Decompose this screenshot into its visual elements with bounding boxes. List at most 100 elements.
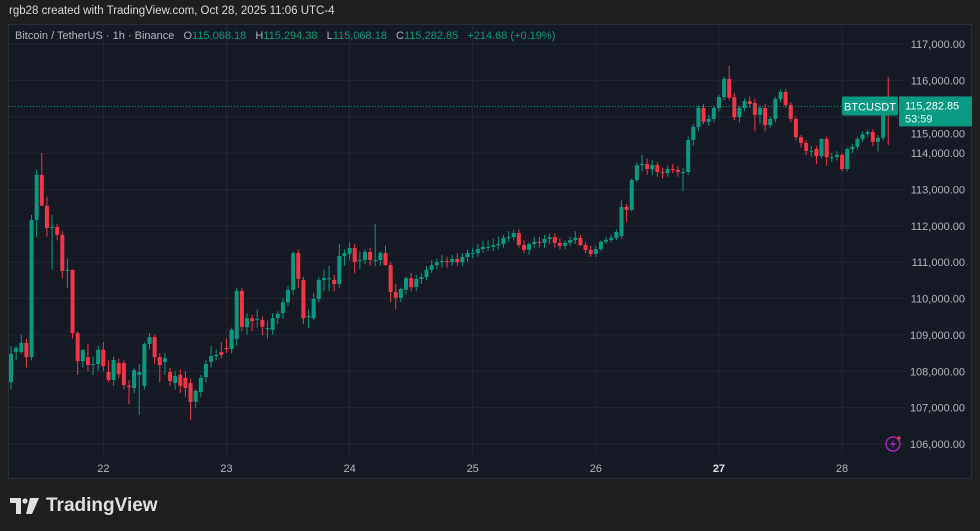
candle[interactable] [178, 369, 183, 394]
candle[interactable] [275, 311, 280, 324]
candle[interactable] [414, 274, 419, 292]
candle[interactable] [316, 276, 321, 303]
candle[interactable] [470, 247, 475, 259]
candle[interactable] [604, 236, 609, 244]
candle[interactable] [747, 96, 752, 108]
candle[interactable] [840, 153, 845, 172]
candle[interactable] [855, 136, 860, 150]
candle[interactable] [173, 371, 178, 390]
candle[interactable] [439, 254, 444, 268]
candle[interactable] [716, 94, 721, 112]
candle[interactable] [691, 124, 696, 146]
candle[interactable] [793, 116, 798, 141]
candle[interactable] [219, 342, 224, 359]
candle[interactable] [573, 231, 578, 244]
candle[interactable] [480, 240, 485, 254]
candle[interactable] [865, 129, 870, 137]
candle[interactable] [265, 320, 270, 339]
candle[interactable] [55, 224, 60, 241]
candle[interactable] [96, 345, 101, 372]
candle[interactable] [65, 258, 70, 288]
candle[interactable] [850, 144, 855, 154]
candle[interactable] [34, 169, 39, 237]
candle[interactable] [424, 265, 429, 281]
candle[interactable] [157, 353, 162, 383]
candle[interactable] [593, 245, 598, 257]
candle[interactable] [429, 260, 434, 274]
candle[interactable] [516, 229, 521, 248]
candle[interactable] [70, 269, 75, 339]
candle[interactable] [239, 287, 244, 332]
candle[interactable] [819, 138, 824, 159]
candle[interactable] [347, 242, 352, 261]
candle[interactable] [696, 105, 701, 132]
candle[interactable] [588, 245, 593, 257]
candle[interactable] [578, 234, 583, 246]
candle[interactable] [383, 245, 388, 266]
candle[interactable] [142, 342, 147, 390]
candle[interactable] [291, 251, 296, 295]
candle[interactable] [645, 158, 650, 175]
candle[interactable] [834, 151, 839, 161]
candle[interactable] [475, 244, 480, 257]
candle[interactable] [101, 342, 106, 372]
candle[interactable] [655, 162, 660, 177]
candle[interactable] [132, 367, 137, 394]
candle[interactable] [75, 331, 80, 375]
candle[interactable] [557, 238, 562, 250]
candle[interactable] [773, 96, 778, 123]
candle[interactable] [342, 249, 347, 266]
candle[interactable] [209, 345, 214, 368]
candle[interactable] [19, 334, 24, 354]
candle[interactable] [434, 258, 439, 270]
candle[interactable] [757, 105, 762, 124]
candle[interactable] [506, 231, 511, 243]
candle[interactable] [332, 274, 337, 292]
candle[interactable] [722, 76, 727, 101]
candle[interactable] [824, 136, 829, 166]
candle[interactable] [398, 287, 403, 303]
candle[interactable] [568, 236, 573, 246]
candle[interactable] [522, 240, 526, 254]
candle[interactable] [639, 154, 644, 172]
candle[interactable] [91, 356, 96, 375]
candle[interactable] [670, 164, 675, 174]
candle[interactable] [768, 116, 773, 128]
candle[interactable] [624, 204, 629, 223]
candle[interactable] [203, 360, 208, 383]
candle[interactable] [270, 313, 275, 335]
candle[interactable] [763, 104, 768, 132]
candle[interactable] [311, 293, 316, 321]
candle[interactable] [85, 344, 90, 372]
candle[interactable] [542, 234, 547, 248]
candle[interactable] [80, 349, 85, 368]
candle[interactable] [870, 129, 875, 146]
candle[interactable] [860, 131, 865, 143]
candle[interactable] [727, 65, 732, 101]
candle[interactable] [783, 89, 788, 108]
candle[interactable] [563, 240, 568, 250]
candle[interactable] [598, 240, 603, 252]
candle[interactable] [629, 178, 634, 212]
candle[interactable] [660, 167, 665, 179]
candle[interactable] [527, 242, 532, 255]
candle[interactable] [244, 313, 249, 335]
candle[interactable] [260, 316, 265, 335]
candle[interactable] [732, 93, 737, 121]
candle[interactable] [296, 249, 301, 288]
candle[interactable] [250, 314, 255, 332]
candle[interactable] [845, 147, 850, 172]
candle[interactable] [111, 356, 116, 386]
candle[interactable] [162, 353, 167, 375]
candle[interactable] [742, 98, 747, 112]
candle[interactable] [404, 276, 409, 295]
candle[interactable] [752, 98, 757, 132]
candle[interactable] [224, 338, 229, 354]
candle[interactable] [737, 105, 742, 123]
lightning-alert-icon[interactable] [885, 436, 901, 452]
candle[interactable] [337, 244, 342, 288]
candle[interactable] [137, 364, 142, 415]
candle[interactable] [675, 165, 680, 177]
candle[interactable] [681, 167, 686, 192]
